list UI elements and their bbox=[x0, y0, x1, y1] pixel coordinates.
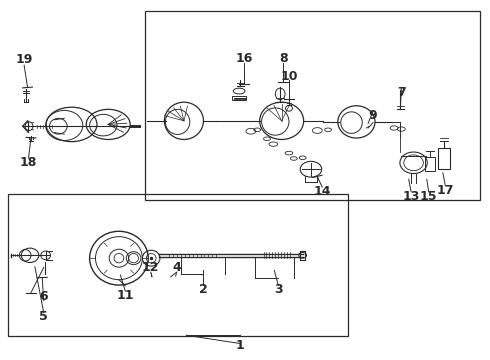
Text: 7: 7 bbox=[397, 86, 406, 99]
Text: 9: 9 bbox=[368, 109, 377, 122]
Text: 11: 11 bbox=[117, 289, 134, 302]
Text: 12: 12 bbox=[142, 261, 159, 274]
Text: 1: 1 bbox=[236, 339, 245, 352]
Bar bbox=[8, 194, 347, 336]
Text: 14: 14 bbox=[314, 185, 331, 198]
Text: 19: 19 bbox=[16, 53, 33, 66]
Text: 8: 8 bbox=[279, 52, 288, 65]
Text: 13: 13 bbox=[402, 190, 420, 203]
Text: 4: 4 bbox=[172, 261, 181, 274]
Text: 6: 6 bbox=[39, 290, 48, 303]
Bar bbox=[232, 96, 246, 100]
Text: 17: 17 bbox=[437, 184, 454, 197]
Text: 18: 18 bbox=[20, 156, 37, 169]
Bar bbox=[425, 157, 435, 171]
Text: 10: 10 bbox=[280, 69, 298, 82]
Bar bbox=[439, 148, 450, 169]
Text: 3: 3 bbox=[274, 283, 283, 296]
Text: 16: 16 bbox=[235, 52, 253, 65]
Text: 5: 5 bbox=[39, 310, 48, 324]
Text: 2: 2 bbox=[199, 283, 208, 296]
Text: 15: 15 bbox=[420, 190, 438, 203]
Bar bbox=[145, 12, 480, 200]
